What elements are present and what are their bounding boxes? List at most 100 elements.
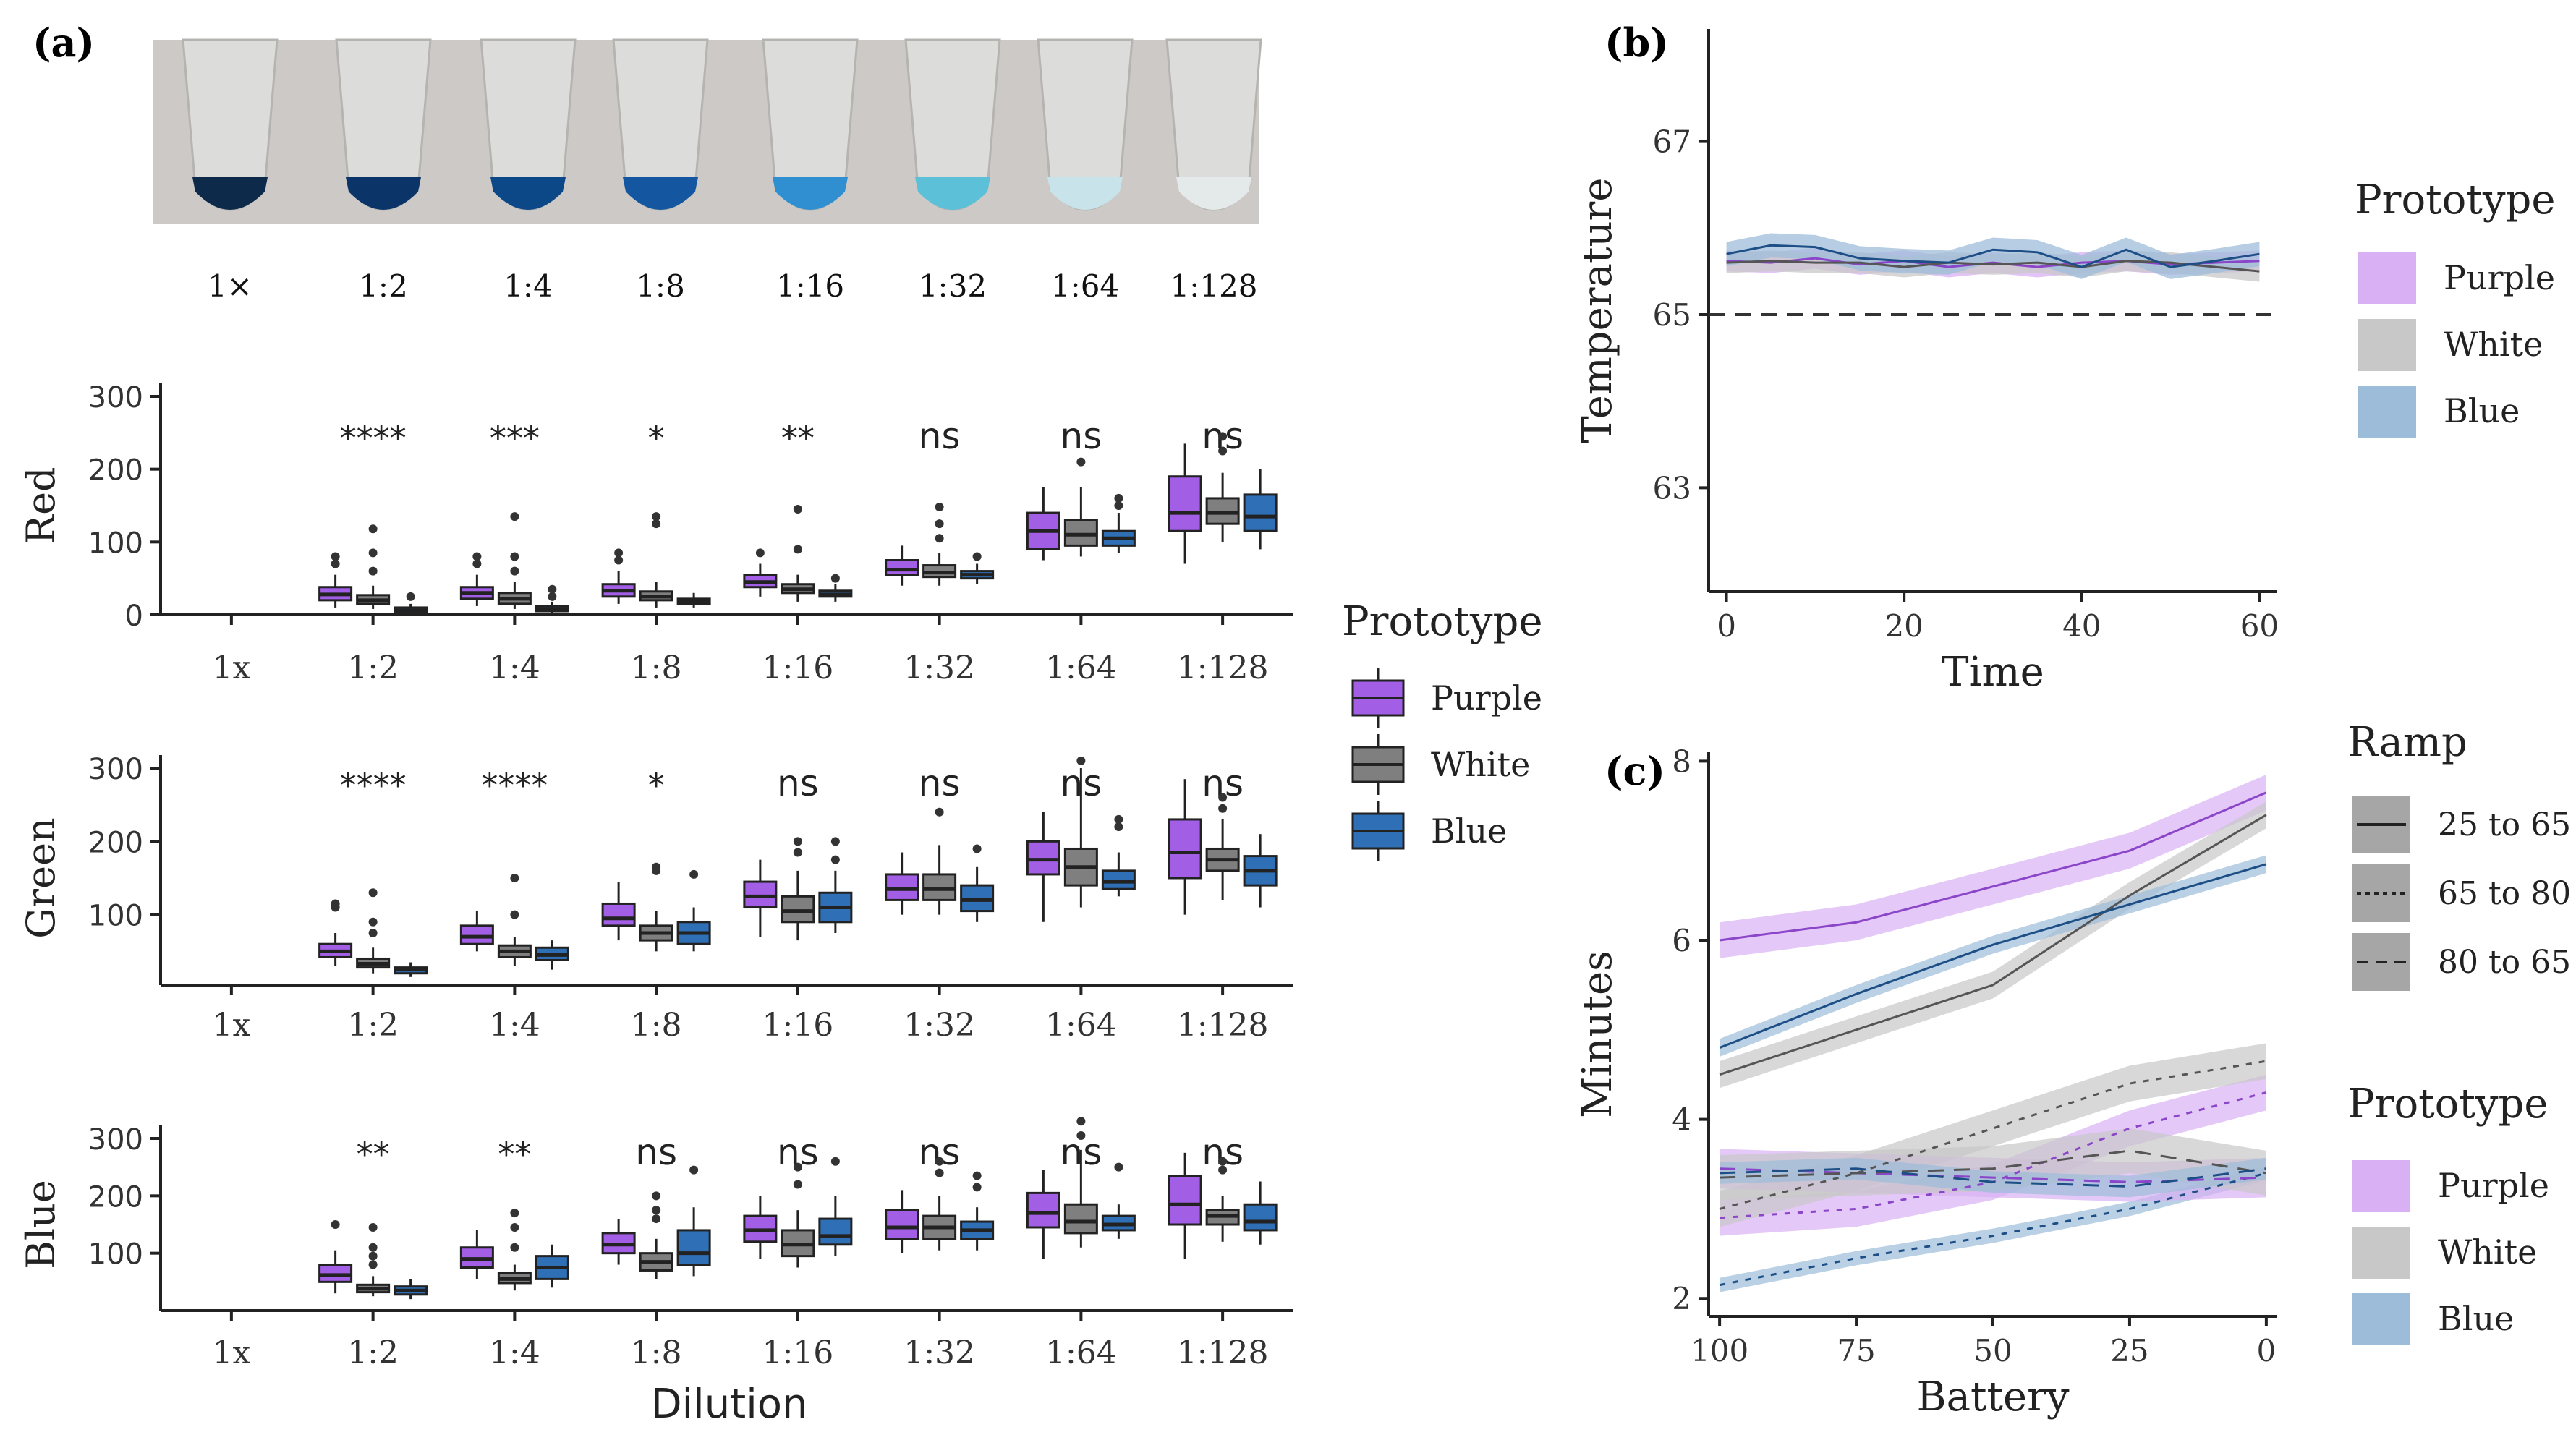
x-axis-title: Battery <box>1916 1374 2069 1421</box>
tube-liquid-1 <box>346 177 421 210</box>
outlier-point <box>935 519 944 529</box>
box-body <box>1243 1203 1278 1232</box>
box-white <box>922 1157 957 1251</box>
box-row-green: 100 200 300 Green 1x 1:2 **** 1:4 **** 1:8 * 1:16 ns… <box>18 753 1293 1044</box>
outlier-point <box>935 534 944 543</box>
outlier-point <box>935 1168 944 1177</box>
box-purple <box>1168 779 1202 915</box>
box-white <box>1063 1117 1098 1248</box>
outlier-point <box>1076 1131 1086 1141</box>
box-white <box>356 888 391 974</box>
box-white <box>639 862 673 952</box>
box-blue <box>394 962 428 977</box>
box-blue <box>960 844 995 922</box>
outlier-point <box>1114 822 1123 832</box>
box-purple <box>318 1220 353 1294</box>
tube-label-5: 1:32 <box>919 268 987 304</box>
outlier-point <box>1218 446 1228 456</box>
tube-label-3: 1:8 <box>636 268 685 304</box>
line-white-65-to-80 <box>1719 1060 2267 1210</box>
outlier-point <box>830 837 840 846</box>
box-white <box>1205 432 1240 542</box>
x-tick-label: 1:8 <box>631 650 682 686</box>
line-white <box>1726 260 2260 273</box>
box-body <box>960 884 995 913</box>
box-purple <box>1168 1152 1202 1259</box>
box-blue <box>818 1157 853 1256</box>
x-tick-label: 100 <box>1691 1333 1748 1368</box>
x-tick-label: 40 <box>2062 608 2101 644</box>
outlier-point <box>472 552 482 561</box>
x-tick-label: 1:128 <box>1177 1007 1269 1044</box>
outlier-point <box>406 592 415 601</box>
y-tick-label: 4 <box>1672 1102 1691 1138</box>
y-tick-label: 200 <box>88 1180 143 1214</box>
outlier-point <box>1218 793 1228 802</box>
box-blue <box>818 574 853 602</box>
x-tick-label: 1:64 <box>1045 1334 1117 1371</box>
legend-ramp: Ramp 25 to 65 65 to 80 80 to 65 <box>2347 719 2571 994</box>
outlier-point <box>1114 814 1123 824</box>
box-purple <box>885 1190 919 1253</box>
box-purple <box>601 548 636 604</box>
outlier-point <box>368 566 378 576</box>
x-tick-label: 1:64 <box>1045 650 1117 686</box>
dilution-axis-title: Dilution <box>651 1381 808 1428</box>
outlier-point <box>755 548 765 558</box>
y-tick-label: 100 <box>88 900 143 933</box>
legend-b-key-blue <box>2355 383 2419 440</box>
legend-b-title: Prototype <box>2355 176 2556 223</box>
x-tick-label: 1:8 <box>631 1007 682 1044</box>
y-tick-label: 65 <box>1653 297 1691 333</box>
box-body <box>1063 1203 1098 1235</box>
x-tick-label: 1:16 <box>762 650 833 686</box>
box-purple <box>601 882 636 941</box>
tube-liquid-6 <box>1047 177 1123 210</box>
box-purple <box>743 548 778 597</box>
y-axis-title: Temperature <box>1574 178 1621 443</box>
outlier-point <box>793 1162 802 1172</box>
significance-label: **** <box>340 419 407 458</box>
box-purple <box>885 545 919 586</box>
legend-b-label-purple: Purple <box>2444 258 2555 297</box>
legend-a-label-blue: Blue <box>1431 812 1507 851</box>
box-blue <box>535 940 569 970</box>
legend-c-key-white <box>2350 1224 2413 1282</box>
box-body <box>1168 475 1202 532</box>
box-white <box>356 524 391 609</box>
box-body <box>1168 818 1202 880</box>
outlier-point <box>972 1171 982 1180</box>
y-axis-title: Red <box>18 467 64 544</box>
legend-c-label-blue: Blue <box>2438 1299 2514 1338</box>
box-blue <box>535 1244 569 1288</box>
box-body <box>743 880 778 909</box>
x-tick-label: 1x <box>212 1334 250 1371</box>
outlier-point <box>510 910 519 919</box>
box-blue <box>1243 469 1278 550</box>
line-purple <box>1726 257 2260 268</box>
significance-label: *** <box>490 419 540 458</box>
significance-label: * <box>648 766 665 805</box>
outlier-point <box>935 503 944 512</box>
tube-photo <box>153 38 1262 224</box>
tube-liquid-4 <box>773 177 848 210</box>
outlier-point <box>972 844 982 853</box>
box-body <box>1026 840 1060 876</box>
panel-label-c: (c) <box>1604 748 1665 794</box>
box-white <box>781 505 815 602</box>
x-tick-label: 20 <box>1884 608 1923 644</box>
outlier-point <box>510 1222 519 1232</box>
box-white <box>639 1191 673 1279</box>
outlier-point <box>368 888 378 898</box>
y-tick-label: 200 <box>88 454 143 487</box>
outlier-point <box>548 592 557 601</box>
legend-prototype-c: Prototype Purple White Blue <box>2347 1081 2549 1348</box>
outlier-point <box>1114 493 1123 503</box>
x-tick-label: 1x <box>212 1007 250 1044</box>
outlier-point <box>689 1165 699 1175</box>
box-body <box>1243 493 1278 532</box>
box-purple <box>459 911 494 952</box>
y-tick-label: 6 <box>1672 923 1691 958</box>
